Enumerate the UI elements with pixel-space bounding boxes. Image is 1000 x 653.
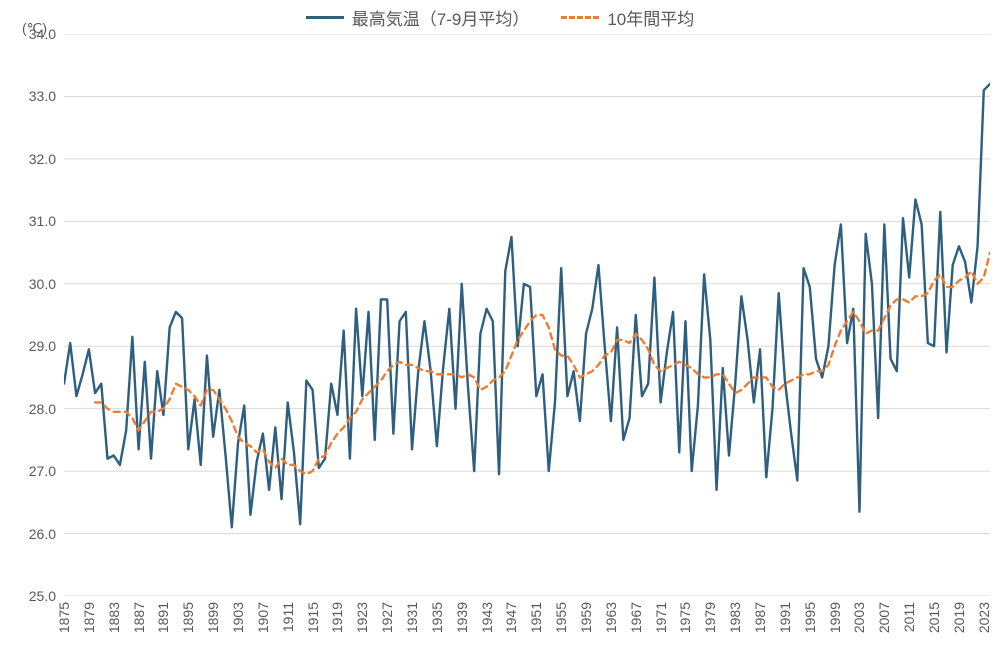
x-tick-label: 2019: [951, 602, 967, 633]
legend-label: 最高気温（7-9月平均）: [352, 5, 530, 30]
x-tick-label: 1983: [727, 602, 743, 633]
x-tick-label: 1879: [81, 602, 97, 633]
x-tick-label: 1943: [479, 602, 495, 633]
legend-item: 最高気温（7-9月平均）: [306, 5, 530, 30]
x-tick-label: 1939: [454, 602, 470, 633]
x-tick-label: 1999: [827, 602, 843, 633]
x-tick-label: 1895: [180, 602, 196, 633]
x-tick-label: 1883: [106, 602, 122, 633]
x-tick-label: 2011: [901, 602, 917, 632]
x-tick-label: 1987: [752, 602, 768, 633]
legend-label: 10年間平均: [607, 5, 694, 30]
x-tick-label: 1979: [702, 602, 718, 633]
y-tick-label: 32.0: [8, 151, 56, 167]
x-tick-label: 1975: [677, 602, 693, 633]
legend-swatch: [561, 16, 599, 19]
y-tick-label: 25.0: [8, 588, 56, 604]
x-tick-label: 1875: [56, 602, 72, 633]
legend-item: 10年間平均: [561, 5, 694, 30]
x-tick-label: 1931: [404, 602, 420, 633]
y-tick-label: 34.0: [8, 26, 56, 42]
chart-svg: [64, 34, 990, 596]
x-tick-label: 1887: [131, 602, 147, 633]
x-tick-label: 1899: [205, 602, 221, 633]
x-tick-label: 1903: [230, 602, 246, 633]
x-tick-label: 1991: [777, 602, 793, 633]
x-tick-label: 1935: [429, 602, 445, 633]
x-tick-label: 1911: [280, 602, 296, 632]
x-tick-label: 1959: [578, 602, 594, 633]
y-tick-label: 28.0: [8, 401, 56, 417]
x-tick-label: 1919: [329, 602, 345, 633]
x-tick-label: 1927: [379, 602, 395, 633]
legend-swatch: [306, 16, 344, 19]
y-tick-label: 26.0: [8, 526, 56, 542]
y-tick-label: 30.0: [8, 276, 56, 292]
legend: 最高気温（7-9月平均） 10年間平均: [0, 4, 1000, 30]
x-tick-label: 2003: [851, 602, 867, 633]
x-tick-label: 1967: [628, 602, 644, 633]
x-tick-label: 1915: [305, 602, 321, 633]
x-tick-label: 1971: [653, 602, 669, 633]
x-tick-label: 1923: [354, 602, 370, 633]
y-tick-label: 33.0: [8, 88, 56, 104]
x-tick-label: 2023: [976, 602, 992, 633]
plot-area: [64, 34, 990, 596]
x-tick-label: 2015: [926, 602, 942, 633]
y-tick-label: 27.0: [8, 463, 56, 479]
x-tick-label: 1947: [503, 602, 519, 633]
x-tick-label: 1907: [255, 602, 271, 633]
x-tick-label: 1955: [553, 602, 569, 633]
series-line: [64, 84, 990, 527]
y-tick-label: 31.0: [8, 213, 56, 229]
x-tick-label: 1963: [603, 602, 619, 633]
y-tick-label: 29.0: [8, 338, 56, 354]
x-tick-label: 1995: [802, 602, 818, 633]
x-tick-label: 1891: [155, 602, 171, 633]
temperature-chart: 最高気温（7-9月平均）10年間平均 (℃) 25.026.027.028.02…: [0, 0, 1000, 653]
x-tick-label: 1951: [528, 602, 544, 633]
x-tick-label: 2007: [876, 602, 892, 633]
